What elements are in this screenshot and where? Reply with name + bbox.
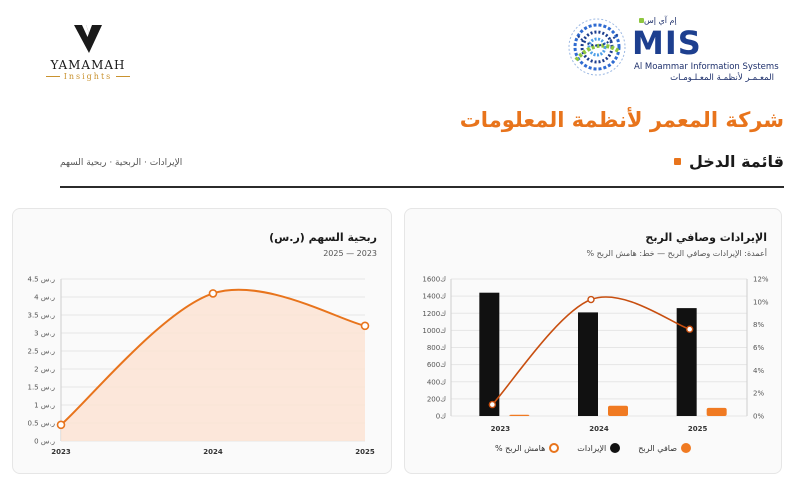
section-subtitle: الإيرادات · الربحية · ربحية السهم — [60, 158, 183, 168]
margin-y-tick-label: 2% — [753, 390, 764, 398]
eps-chart-subtitle: 2023 — 2025 — [323, 249, 377, 258]
margin-y-tick-label: 0% — [753, 413, 764, 421]
eps-x-tick-label: 2024 — [203, 448, 223, 456]
margin-data-point — [587, 295, 595, 304]
legend-item-profit: صافي الربح — [638, 443, 691, 453]
revenue-y-tick-label: 800ك — [427, 344, 446, 352]
eps-data-point — [360, 321, 370, 331]
yamamah-logo: YAMAMAH Insights — [40, 24, 136, 81]
eps-area — [61, 289, 365, 441]
eps-area-chart: 0 ر.س 0.5 ر.س 1 ر.س 1.5 ر.س 2 ر.س 2.5 ر.س 3 ر.… — [27, 276, 375, 457]
eps-y-tick-label: 3 ر.س — [34, 330, 55, 338]
eps-y-tick-label: 4 ر.س — [34, 294, 55, 302]
legend-item-margin: هامش الربح % — [495, 443, 560, 453]
revenue-y-tick-label: 1400ك — [422, 293, 446, 301]
revenue-y-tick-label: 1000ك — [422, 327, 446, 335]
revenue-chart-title: الإيرادات وصافي الربح — [645, 231, 767, 244]
margin-data-point — [685, 325, 694, 333]
yamamah-tagline: Insights — [40, 72, 136, 81]
eps-y-tick-label: 1.5 ر.س — [27, 384, 55, 392]
revenue-bar — [479, 292, 500, 416]
margin-y-tick-label: 10% — [753, 298, 769, 306]
margin-y-tick-label: 4% — [753, 367, 764, 375]
eps-data-point — [208, 289, 218, 298]
profit-bar — [706, 407, 727, 416]
mis-english-name: Al Moammar Information Systems — [634, 62, 779, 72]
legend-item-revenue: الإيرادات — [577, 443, 621, 453]
margin-y-tick-label: 6% — [753, 344, 764, 352]
revenue-x-tick-label: 2023 — [491, 425, 511, 433]
eps-y-tick-label: 2.5 ر.س — [27, 348, 55, 356]
section-title: قائمة الدخل — [673, 152, 784, 171]
revenue-bar — [578, 312, 598, 416]
legend-swatch-margin — [549, 443, 560, 453]
eps-data-point — [56, 420, 66, 430]
margin-y-tick-label: 12% — [753, 276, 769, 284]
eps-y-tick-label: 0 ر.س — [34, 438, 55, 446]
revenue-combo-chart: 0ك 200ك 400ك 600ك 800ك 1000ك 1200ك 1400ك 1600ك 0%… — [422, 276, 769, 434]
revenue-y-tick-label: 600ك — [427, 361, 446, 369]
revenue-legend: صافي الربح الإيرادات هامش الربح % — [405, 443, 781, 453]
margin-y-tick-label: 8% — [753, 321, 764, 329]
revenue-bar — [676, 308, 697, 416]
legend-swatch-revenue — [610, 443, 621, 453]
company-title: شركة المعمر لأنظمة المعلومات — [459, 108, 784, 132]
mis-arabic-name: المعـمـر لأنظمـة المعـلـومـات — [670, 73, 774, 83]
revenue-y-tick-label: 400ك — [427, 378, 446, 386]
revenue-y-tick-label: 0ك — [436, 413, 446, 421]
eps-chart-title: ربحية السهم (ر.س) — [269, 231, 377, 244]
revenue-y-tick-label: 200ك — [427, 395, 446, 403]
revenue-y-tick-label: 1600ك — [422, 276, 446, 284]
section-bullet-icon — [673, 158, 681, 165]
globe-icon — [568, 18, 626, 76]
margin-data-point — [488, 400, 497, 409]
section-divider — [60, 186, 784, 188]
revenue-x-tick-label: 2025 — [688, 425, 708, 433]
mis-arabic-brand: إم آي إس — [636, 16, 677, 25]
mis-logo: إم آي إس MIS Al Moammar Information Syst… — [566, 14, 779, 84]
eps-y-tick-label: 3.5 ر.س — [27, 312, 55, 320]
eps-y-tick-label: 1 ر.س — [34, 402, 55, 410]
eps-y-tick-label: 2 ر.س — [34, 366, 55, 374]
eps-y-tick-label: 4.5 ر.س — [27, 276, 55, 284]
eps-y-tick-label: 0.5 ر.س — [27, 420, 55, 428]
mis-wordmark: MIS — [632, 24, 702, 62]
eps-x-tick-label: 2025 — [355, 448, 375, 456]
legend-swatch-profit — [681, 443, 691, 453]
revenue-card: الإيرادات وصافي الربح أعمدة: الإيرادات و… — [404, 208, 782, 474]
revenue-y-tick-label: 1200ك — [422, 310, 446, 318]
revenue-chart-subtitle: أعمدة: الإيرادات وصافي الربح — خط: هامش … — [586, 249, 767, 258]
eps-card: ربحية السهم (ر.س) 2023 — 2025 0 ر.س 0.5 ر… — [12, 208, 392, 474]
revenue-x-tick-label: 2024 — [589, 425, 609, 433]
eps-x-tick-label: 2023 — [51, 448, 71, 456]
yamamah-wordmark: YAMAMAH — [50, 58, 126, 72]
profit-bar — [608, 405, 628, 416]
profit-bar — [509, 414, 530, 416]
yamamah-mark-icon — [74, 25, 102, 53]
